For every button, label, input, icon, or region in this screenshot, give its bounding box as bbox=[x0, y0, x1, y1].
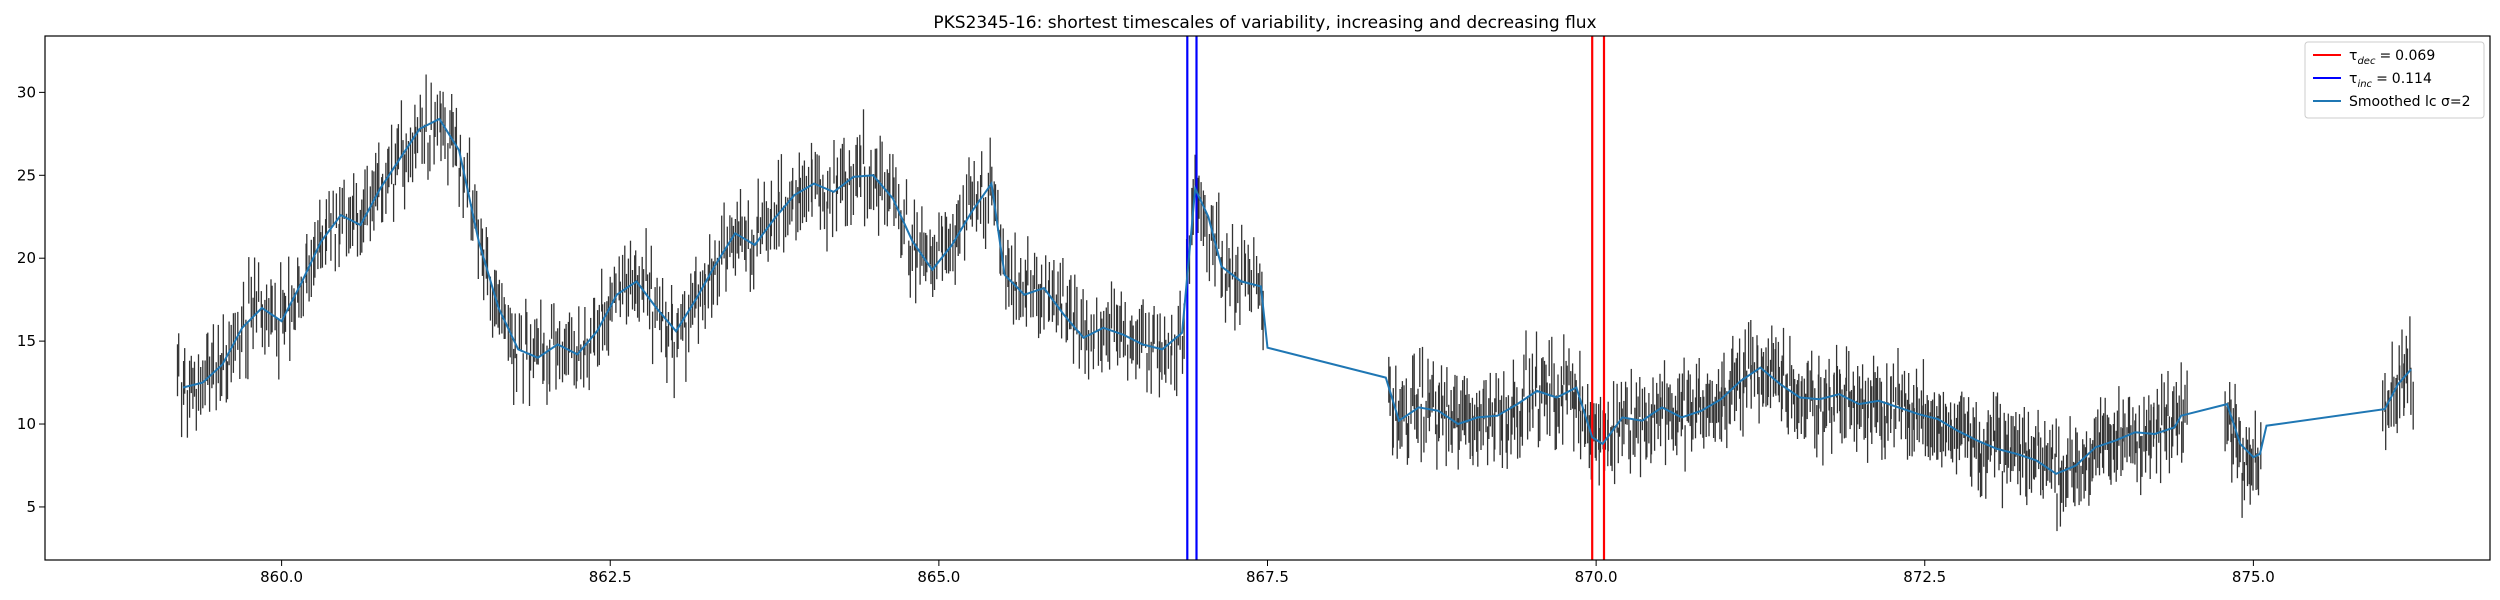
legend-dec-equals: = bbox=[2379, 48, 2391, 64]
x-tick-label: 860.0 bbox=[260, 568, 303, 586]
legend-inc-subscript: inc bbox=[2357, 79, 2372, 90]
legend-inc-value: 0.114 bbox=[2392, 71, 2432, 87]
x-tick-label: 867.5 bbox=[1246, 568, 1289, 586]
observation-errorbars bbox=[176, 74, 2414, 532]
axes-frame bbox=[44, 35, 2491, 561]
x-tick-label: 870.0 bbox=[1575, 568, 1618, 586]
x-tick-label: 875.0 bbox=[2232, 568, 2275, 586]
y-axis-ticks: 5 10 15 20 25 30 bbox=[17, 83, 45, 516]
timescale-markers bbox=[1186, 36, 1606, 560]
y-tick-label: 25 bbox=[17, 166, 36, 184]
legend-inc-label: τinc = 0.114 bbox=[2349, 71, 2432, 90]
chart-title: PKS2345-16: shortest timescales of varia… bbox=[933, 13, 1596, 33]
x-axis-ticks: 860.0 862.5 865.0 867.5 870.0 872.5 875.0 bbox=[260, 560, 2275, 586]
x-tick-label: 865.0 bbox=[917, 568, 960, 586]
legend: τdec = 0.069 τinc = 0.114 Smoothed lc σ=2 bbox=[2304, 41, 2485, 119]
legend-dec-subscript: dec bbox=[2357, 56, 2376, 67]
y-tick-label: 15 bbox=[17, 332, 36, 350]
y-tick-label: 20 bbox=[17, 249, 36, 267]
y-tick-label: 10 bbox=[17, 415, 36, 433]
y-tick-label: 30 bbox=[17, 83, 36, 101]
y-tick-label: 5 bbox=[26, 498, 36, 516]
legend-box bbox=[2304, 41, 2485, 119]
x-tick-label: 862.5 bbox=[589, 568, 632, 586]
x-tick-label: 872.5 bbox=[1903, 568, 1946, 586]
legend-inc-symbol: τ bbox=[2349, 71, 2357, 87]
legend-dec-symbol: τ bbox=[2349, 48, 2357, 64]
legend-smooth-label: Smoothed lc σ=2 bbox=[2349, 94, 2471, 110]
smoothed-lightcurve-line bbox=[182, 117, 2412, 475]
legend-dec-value: 0.069 bbox=[2395, 48, 2435, 64]
legend-dec-label: τdec = 0.069 bbox=[2349, 48, 2435, 67]
legend-inc-equals: = bbox=[2376, 71, 2388, 87]
